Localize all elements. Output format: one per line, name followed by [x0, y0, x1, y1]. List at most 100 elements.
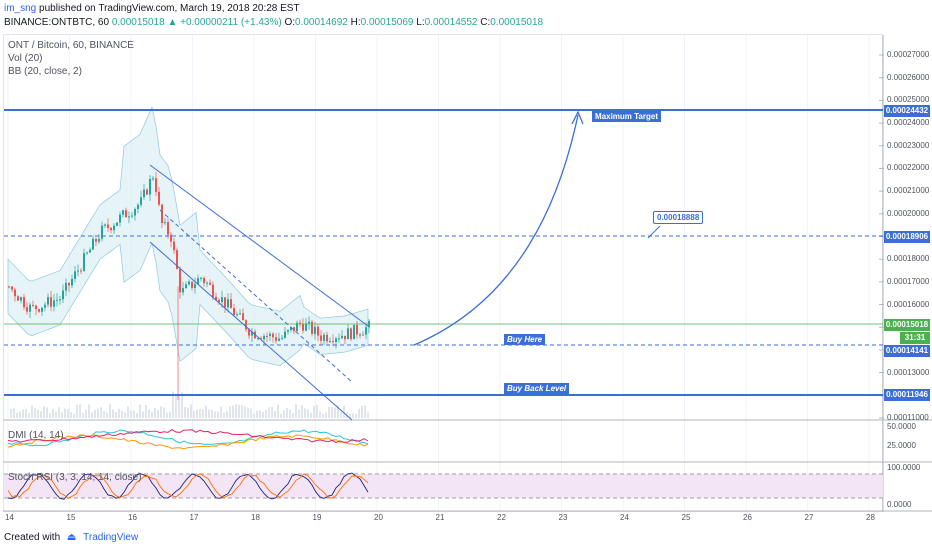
candle-body: [245, 320, 247, 330]
volume-bar: [82, 412, 84, 418]
time-axis-label: 20: [374, 513, 383, 522]
volume-bar: [283, 410, 285, 418]
candle-body: [299, 322, 301, 324]
volume-bar: [202, 409, 204, 418]
volume-bar: [235, 404, 237, 418]
volume-bar: [94, 409, 96, 418]
volume-bar: [130, 410, 132, 418]
candle-body: [128, 216, 130, 218]
price-axis-label: 0.00021000: [887, 186, 930, 196]
bb-legend: BB (20, close, 2): [8, 66, 82, 77]
candle-body: [338, 338, 340, 340]
volume-bar: [79, 404, 81, 418]
stoch-axis-100: 100.0000: [887, 463, 921, 472]
volume-bar: [172, 391, 174, 418]
adx-line: [7, 429, 369, 444]
time-axis-label: 28: [866, 513, 875, 522]
volume-bar: [211, 409, 213, 418]
candle-body: [71, 278, 73, 286]
candle-body: [218, 299, 220, 302]
volume-bar: [112, 409, 114, 418]
candle-body: [323, 334, 325, 341]
volume-bar: [103, 411, 105, 418]
candle-body: [227, 299, 229, 308]
volume-bar: [265, 410, 267, 418]
high-label: H:: [350, 17, 361, 28]
candle-body: [359, 334, 361, 336]
candle-body: [296, 322, 298, 332]
max-target-label[interactable]: Maximum Target: [592, 111, 661, 122]
candle-body: [233, 308, 235, 316]
candle-body: [29, 304, 31, 312]
price-axis-label: 0.00022000: [887, 163, 930, 173]
candle-body: [341, 335, 343, 339]
volume-bar: [325, 412, 327, 418]
candle-body: [293, 327, 295, 332]
volume-bar: [55, 411, 57, 418]
volume-bar: [232, 405, 234, 418]
dmi-plus-line: [7, 429, 369, 447]
candle-body: [203, 277, 205, 284]
countdown-tag: 31:31: [900, 332, 930, 344]
volume-bar: [292, 413, 294, 418]
volume-bar: [247, 407, 249, 418]
candle-body: [173, 241, 175, 251]
candle-body: [107, 224, 109, 228]
volume-bar: [142, 411, 144, 418]
candle-body: [146, 189, 148, 195]
candle-body: [221, 297, 223, 302]
stoch-legend: Stoch RSI (3, 3, 14, 14, close): [8, 472, 142, 483]
volume-bar: [16, 412, 18, 418]
author-link[interactable]: im_sng: [4, 3, 37, 14]
volume-bar: [262, 411, 264, 418]
high-value: 0.00015069: [360, 17, 414, 28]
volume-bar: [250, 408, 252, 418]
tradingview-logo-icon[interactable]: ⏏: [66, 532, 77, 543]
candle-body: [41, 307, 43, 312]
volume-bar: [187, 407, 189, 418]
time-axis-label: 15: [66, 513, 76, 522]
candle-body: [350, 328, 352, 340]
volume-bar: [154, 407, 156, 418]
volume-bar: [334, 407, 336, 418]
volume-bar: [61, 412, 63, 418]
candle-body: [32, 304, 34, 306]
volume-bar: [76, 404, 78, 418]
time-axis-label: 23: [558, 513, 568, 522]
volume-bar: [310, 412, 312, 418]
volume-bar: [10, 409, 12, 418]
open-label: O:: [284, 17, 296, 28]
candle-body: [83, 253, 85, 271]
volume-bar: [352, 413, 354, 418]
volume-bar: [169, 411, 171, 418]
candle-body: [164, 222, 166, 224]
volume-bar: [238, 404, 240, 418]
publish-info: published on TradingView.com, March 19, …: [39, 3, 300, 14]
volume-bar: [367, 412, 369, 418]
candle-body: [257, 338, 259, 340]
open-value: 0.00014692: [295, 17, 348, 28]
candle-body: [62, 290, 64, 300]
target-callout[interactable]: 0.00018888: [653, 211, 704, 224]
candle-body: [356, 324, 358, 335]
candle-body: [86, 252, 88, 254]
buy-here-label[interactable]: Buy Here: [504, 334, 546, 345]
candle-body: [47, 297, 49, 305]
close-label: C:: [480, 17, 491, 28]
volume-bar: [40, 411, 42, 418]
candle-body: [236, 314, 238, 316]
volume-bar: [271, 406, 273, 418]
candle-body: [161, 204, 163, 224]
volume-bar: [364, 405, 366, 418]
volume-bar: [307, 409, 309, 418]
volume-bar: [355, 413, 357, 418]
volume-bar: [295, 404, 297, 418]
volume-bar: [256, 410, 258, 418]
buy-back-label[interactable]: Buy Back Level: [504, 383, 570, 394]
tradingview-brand[interactable]: TradingView: [83, 532, 139, 543]
volume-bar: [22, 409, 24, 418]
volume-bar: [259, 410, 261, 418]
candle-body: [185, 284, 187, 289]
time-axis-label: 26: [743, 513, 752, 522]
